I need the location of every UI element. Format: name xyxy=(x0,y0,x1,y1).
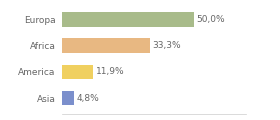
Bar xyxy=(62,12,193,27)
Bar xyxy=(62,91,74,105)
Text: 4,8%: 4,8% xyxy=(77,94,100,103)
Text: 11,9%: 11,9% xyxy=(96,67,124,76)
Text: 50,0%: 50,0% xyxy=(196,15,225,24)
Bar xyxy=(62,65,93,79)
Text: 33,3%: 33,3% xyxy=(152,41,181,50)
Bar xyxy=(62,38,150,53)
